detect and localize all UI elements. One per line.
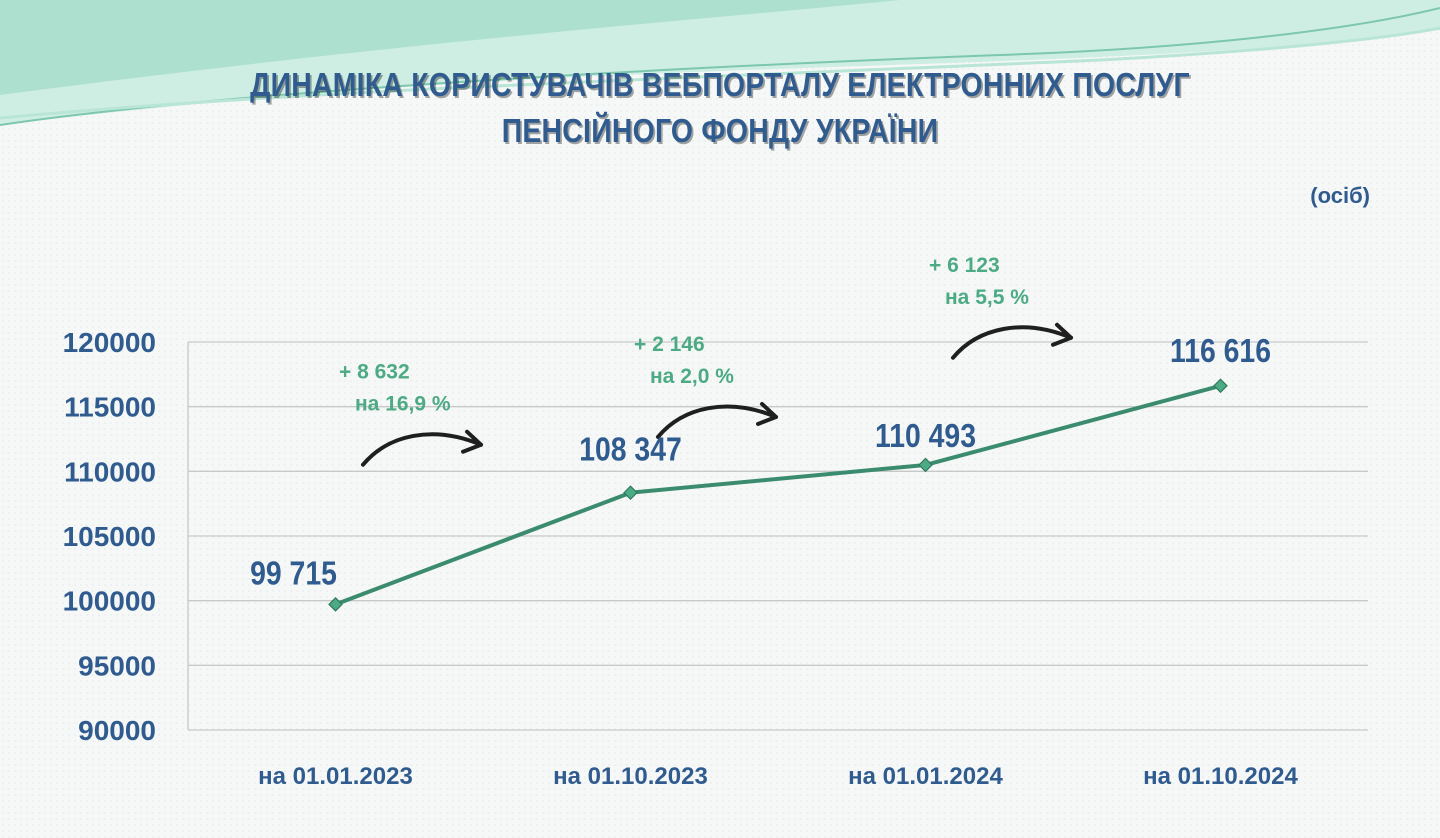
y-tick-label: 115000 [64,392,156,423]
x-axis: на 01.01.2023 на 01.10.2023 на 01.01.2024 н… [258,763,1298,790]
growth-annotations: + 8 632 на 16,9 % + 2 146 на 2,0 % + 6 123 на… [339,254,1073,467]
change-value: + 6 123 [929,254,1000,277]
arrow-curve [951,325,1073,360]
chart-title-line2: ПЕНСІЙНОГО ФОНДУ УКРАЇНИ [501,112,939,149]
y-tick-label: 95000 [78,650,156,681]
series [328,378,1228,612]
change-percent: на 5,5 % [945,286,1029,309]
data-labels: 99 715 108 347 110 493 116 616 [250,332,1271,592]
series-line [334,383,1222,607]
arrow-head [756,401,778,426]
x-tick-label: на 01.01.2023 [258,763,413,790]
data-point-marker [1213,378,1228,394]
y-tick-label: 105000 [63,521,156,552]
y-tick-label: 120000 [63,327,156,358]
change-percent: на 16,9 % [355,393,451,416]
data-point-marker [623,485,638,501]
change-value: + 2 146 [634,333,705,356]
y-tick-label: 100000 [63,586,156,617]
data-point-marker [918,457,933,473]
data-label: 110 493 [875,417,976,455]
arrow-head [1051,322,1073,347]
change-percent: на 2,0 % [650,365,734,388]
y-tick-label: 110000 [64,456,156,487]
change-value: + 8 632 [339,361,410,384]
unit-label: (осіб) [1310,183,1370,208]
arrow-curve [656,404,778,439]
data-label: 99 715 [250,554,337,592]
x-tick-label: на 01.10.2023 [553,763,708,790]
data-label: 108 347 [579,431,682,469]
chart-title-line1: ДИНАМІКА КОРИСТУВАЧІВ ВЕБПОРТАЛУ ЕЛЕКТРО… [250,66,1190,103]
data-point-marker [328,597,343,612]
chart-title: ДИНАМІКА КОРИСТУВАЧІВ ВЕБПОРТАЛУ ЕЛЕКТРО… [101,62,1339,154]
header-wave-decoration [0,0,1440,126]
arrow-head [461,429,483,454]
arrow-curve [361,432,483,467]
x-tick-label: на 01.10.2024 [1143,763,1298,790]
y-tick-label: 90000 [78,715,156,746]
y-axis: 120000 115000 110000 105000 100000 95000 90000 [63,327,156,746]
data-label: 116 616 [1170,332,1271,370]
x-tick-label: на 01.01.2024 [848,763,1003,790]
grid-lines [187,341,1368,731]
